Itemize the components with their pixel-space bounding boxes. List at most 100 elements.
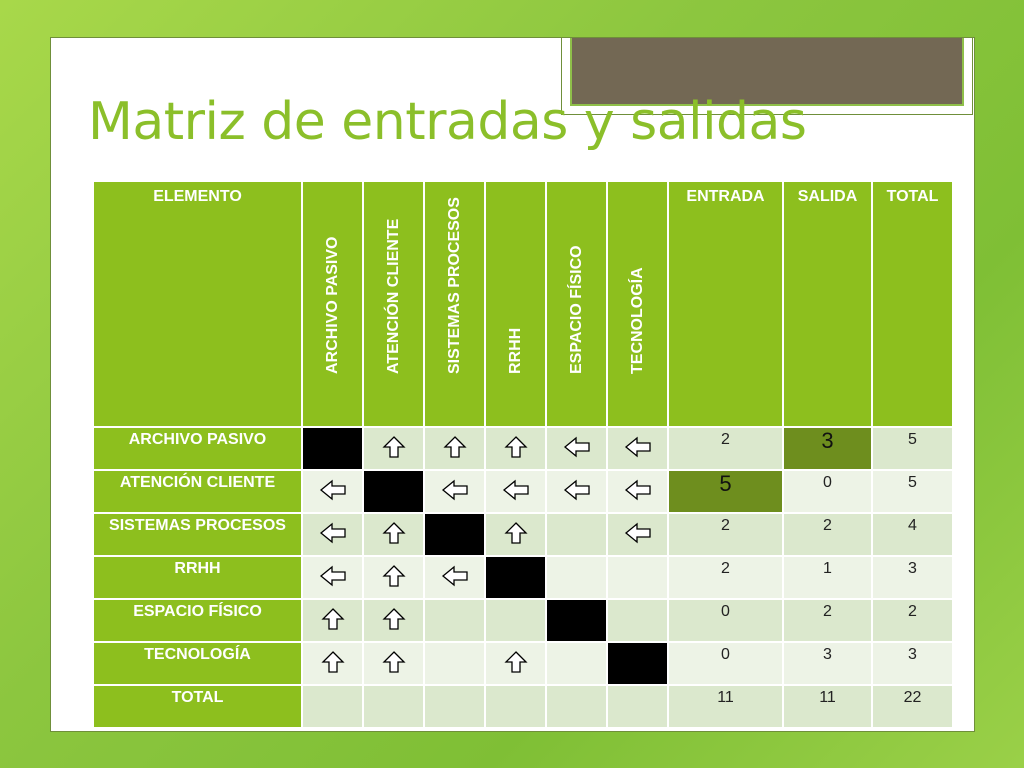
empty-cell [547, 686, 606, 727]
arrow-left-icon [608, 514, 667, 555]
arrow-up-icon [364, 643, 423, 684]
total-value: 2 [873, 600, 952, 641]
empty-cell [608, 686, 667, 727]
slide-title: Matriz de entradas y salidas [88, 92, 807, 152]
diagonal-cell [486, 557, 545, 598]
corner-label: ELEMENTO [153, 188, 242, 205]
arrow-up-icon [486, 428, 545, 469]
arrow-left-icon [303, 471, 362, 512]
arrow-left-icon [486, 471, 545, 512]
arrow-up-icon [364, 600, 423, 641]
row-header: ATENCIÓN CLIENTE [94, 471, 301, 512]
empty-cell [547, 643, 606, 684]
diagonal-cell [425, 514, 484, 555]
header-corner: ELEMENTO [94, 182, 301, 426]
matrix-row: TECNOLOGÍA 0 3 3 [94, 643, 952, 684]
total-value: 5 [873, 471, 952, 512]
matrix-row: ATENCIÓN CLIENTE 5 0 5 [94, 471, 952, 512]
arrow-left-icon [303, 557, 362, 598]
col-label: ESPACIO FÍSICO [567, 245, 585, 374]
col-label: TECNOLOGÍA [628, 267, 646, 374]
arrow-left-icon [303, 514, 362, 555]
arrow-up-icon [364, 428, 423, 469]
header-row: ELEMENTO ARCHIVO PASIVO ATENCIÓN CLIENTE… [94, 182, 952, 426]
total-total-value: 22 [873, 686, 952, 727]
salida-value: 2 [784, 600, 871, 641]
col-label: SALIDA [797, 188, 858, 205]
row-header: SISTEMAS PROCESOS [94, 514, 301, 555]
col-header-total: TOTAL [873, 182, 952, 426]
salida-value: 3 [784, 643, 871, 684]
arrow-up-icon [486, 643, 545, 684]
empty-cell [547, 514, 606, 555]
col-header-atencion-cliente: ATENCIÓN CLIENTE [364, 182, 423, 426]
diagonal-cell [364, 471, 423, 512]
col-label: ATENCIÓN CLIENTE [384, 218, 402, 374]
matrix-row: ESPACIO FÍSICO 0 2 2 [94, 600, 952, 641]
matrix-row: ARCHIVO PASIVO 2 3 5 [94, 428, 952, 469]
entrada-value: 0 [669, 600, 782, 641]
col-label: RRHH [506, 327, 524, 374]
arrow-left-icon [547, 471, 606, 512]
col-header-salida: SALIDA [784, 182, 871, 426]
arrow-left-icon [608, 471, 667, 512]
total-entrada-value: 11 [669, 686, 782, 727]
row-header: RRHH [94, 557, 301, 598]
row-header: ARCHIVO PASIVO [94, 428, 301, 469]
col-label: TOTAL [886, 188, 939, 205]
total-value: 5 [873, 428, 952, 469]
col-header-espacio-fisico: ESPACIO FÍSICO [547, 182, 606, 426]
arrow-left-icon [425, 471, 484, 512]
entrada-value: 2 [669, 428, 782, 469]
entrada-value: 2 [669, 514, 782, 555]
col-header-tecnologia: TECNOLOGÍA [608, 182, 667, 426]
salida-value: 1 [784, 557, 871, 598]
matrix-body: ARCHIVO PASIVO 2 3 5 ATENCIÓN CLIENTE 5 0 5 SIST… [94, 428, 952, 727]
empty-cell [364, 686, 423, 727]
total-value: 3 [873, 643, 952, 684]
arrow-left-icon [547, 428, 606, 469]
arrow-up-icon [303, 600, 362, 641]
entrada-value: 2 [669, 557, 782, 598]
col-header-rrhh: RRHH [486, 182, 545, 426]
empty-cell [486, 600, 545, 641]
col-header-archivo-pasivo: ARCHIVO PASIVO [303, 182, 362, 426]
matrix-row: RRHH 2 1 3 [94, 557, 952, 598]
empty-cell [608, 557, 667, 598]
io-matrix-table: ELEMENTO ARCHIVO PASIVO ATENCIÓN CLIENTE… [92, 180, 954, 729]
empty-cell [608, 600, 667, 641]
empty-cell [303, 686, 362, 727]
arrow-up-icon [364, 514, 423, 555]
empty-cell [425, 600, 484, 641]
col-header-entrada: ENTRADA [669, 182, 782, 426]
arrow-up-icon [425, 428, 484, 469]
arrow-up-icon [364, 557, 423, 598]
col-label: ARCHIVO PASIVO [323, 236, 341, 375]
total-value: 3 [873, 557, 952, 598]
empty-cell [547, 557, 606, 598]
row-header: TECNOLOGÍA [94, 643, 301, 684]
total-value: 4 [873, 514, 952, 555]
total-row: TOTAL 11 11 22 [94, 686, 952, 727]
photo-frame [561, 38, 973, 115]
row-header: TOTAL [94, 686, 301, 727]
total-salida-value: 11 [784, 686, 871, 727]
row-header: ESPACIO FÍSICO [94, 600, 301, 641]
photo-placeholder [570, 38, 964, 106]
diagonal-cell [303, 428, 362, 469]
arrow-up-icon [486, 514, 545, 555]
salida-value: 3 [784, 428, 871, 469]
salida-value: 2 [784, 514, 871, 555]
empty-cell [486, 686, 545, 727]
arrow-left-icon [425, 557, 484, 598]
empty-cell [425, 643, 484, 684]
entrada-value: 0 [669, 643, 782, 684]
matrix-row: SISTEMAS PROCESOS 2 2 4 [94, 514, 952, 555]
diagonal-cell [547, 600, 606, 641]
empty-cell [425, 686, 484, 727]
salida-value: 0 [784, 471, 871, 512]
diagonal-cell [608, 643, 667, 684]
arrow-left-icon [608, 428, 667, 469]
col-header-sistemas-procesos: SISTEMAS PROCESOS [425, 182, 484, 426]
col-label: SISTEMAS PROCESOS [445, 197, 463, 374]
